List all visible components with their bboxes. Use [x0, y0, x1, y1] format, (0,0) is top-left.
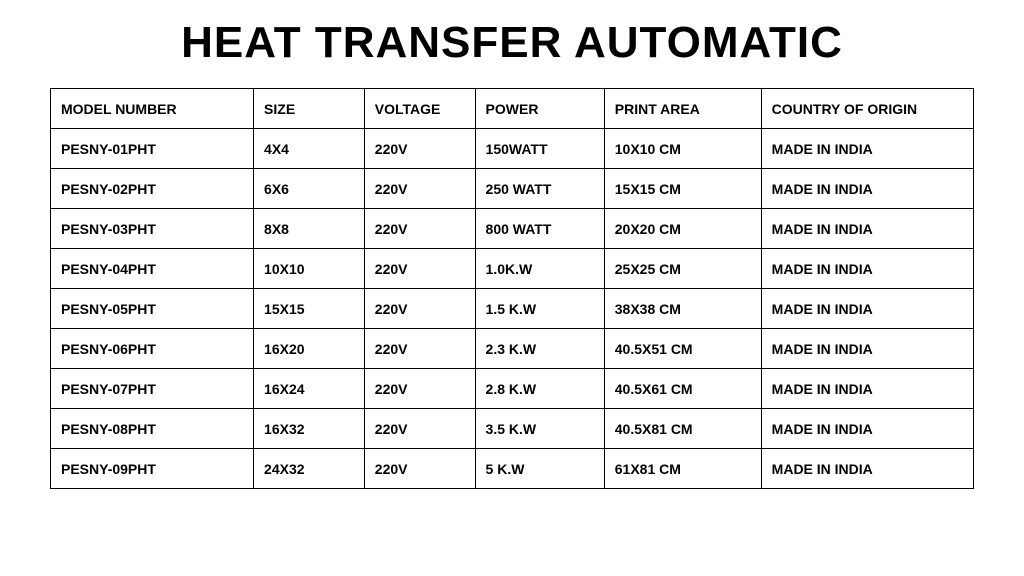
table-cell: 6X6 — [254, 169, 365, 209]
table-cell: 16X24 — [254, 369, 365, 409]
column-header: VOLTAGE — [364, 89, 475, 129]
table-cell: 24X32 — [254, 449, 365, 489]
table-cell: 1.0K.W — [475, 249, 604, 289]
table-cell: MADE IN INDIA — [761, 209, 973, 249]
table-cell: 15X15 — [254, 289, 365, 329]
spec-table: MODEL NUMBERSIZEVOLTAGEPOWERPRINT AREACO… — [50, 88, 974, 489]
table-cell: MADE IN INDIA — [761, 289, 973, 329]
table-cell: 40.5X61 CM — [604, 369, 761, 409]
page-title: HEAT TRANSFER AUTOMATIC — [50, 18, 974, 68]
table-cell: PESNY-01PHT — [51, 129, 254, 169]
table-row: PESNY-09PHT24X32220V5 K.W61X81 CMMADE IN… — [51, 449, 974, 489]
table-row: PESNY-06PHT16X20220V2.3 K.W40.5X51 CMMAD… — [51, 329, 974, 369]
table-cell: 250 WATT — [475, 169, 604, 209]
spec-table-body: PESNY-01PHT4X4220V150WATT10X10 CMMADE IN… — [51, 129, 974, 489]
table-cell: 2.3 K.W — [475, 329, 604, 369]
table-cell: 800 WATT — [475, 209, 604, 249]
column-header: COUNTRY OF ORIGIN — [761, 89, 973, 129]
table-cell: 220V — [364, 169, 475, 209]
table-cell: PESNY-08PHT — [51, 409, 254, 449]
table-cell: 4X4 — [254, 129, 365, 169]
column-header: MODEL NUMBER — [51, 89, 254, 129]
table-cell: MADE IN INDIA — [761, 129, 973, 169]
table-cell: MADE IN INDIA — [761, 369, 973, 409]
table-cell: 5 K.W — [475, 449, 604, 489]
table-cell: 150WATT — [475, 129, 604, 169]
table-cell: PESNY-02PHT — [51, 169, 254, 209]
table-cell: PESNY-07PHT — [51, 369, 254, 409]
table-cell: 38X38 CM — [604, 289, 761, 329]
table-row: PESNY-04PHT10X10220V1.0K.W25X25 CMMADE I… — [51, 249, 974, 289]
table-cell: 10X10 CM — [604, 129, 761, 169]
table-cell: 40.5X51 CM — [604, 329, 761, 369]
page: HEAT TRANSFER AUTOMATIC MODEL NUMBERSIZE… — [0, 0, 1024, 576]
table-row: PESNY-08PHT16X32220V3.5 K.W40.5X81 CMMAD… — [51, 409, 974, 449]
table-cell: 220V — [364, 129, 475, 169]
table-row: PESNY-02PHT6X6220V250 WATT15X15 CMMADE I… — [51, 169, 974, 209]
table-cell: MADE IN INDIA — [761, 449, 973, 489]
table-cell: 3.5 K.W — [475, 409, 604, 449]
table-cell: 220V — [364, 369, 475, 409]
table-cell: 25X25 CM — [604, 249, 761, 289]
table-cell: 10X10 — [254, 249, 365, 289]
table-cell: 220V — [364, 449, 475, 489]
column-header: PRINT AREA — [604, 89, 761, 129]
table-cell: 1.5 K.W — [475, 289, 604, 329]
table-row: PESNY-03PHT8X8220V800 WATT20X20 CMMADE I… — [51, 209, 974, 249]
table-cell: 20X20 CM — [604, 209, 761, 249]
table-cell: PESNY-09PHT — [51, 449, 254, 489]
table-cell: 16X32 — [254, 409, 365, 449]
table-cell: 220V — [364, 249, 475, 289]
spec-table-header-row: MODEL NUMBERSIZEVOLTAGEPOWERPRINT AREACO… — [51, 89, 974, 129]
column-header: POWER — [475, 89, 604, 129]
table-cell: 220V — [364, 209, 475, 249]
table-cell: 8X8 — [254, 209, 365, 249]
table-cell: 220V — [364, 289, 475, 329]
table-cell: PESNY-05PHT — [51, 289, 254, 329]
table-cell: MADE IN INDIA — [761, 329, 973, 369]
table-row: PESNY-05PHT15X15220V1.5 K.W38X38 CMMADE … — [51, 289, 974, 329]
table-cell: PESNY-06PHT — [51, 329, 254, 369]
table-cell: MADE IN INDIA — [761, 249, 973, 289]
table-cell: 15X15 CM — [604, 169, 761, 209]
table-cell: PESNY-03PHT — [51, 209, 254, 249]
table-cell: 220V — [364, 409, 475, 449]
table-cell: 16X20 — [254, 329, 365, 369]
table-cell: MADE IN INDIA — [761, 409, 973, 449]
table-cell: PESNY-04PHT — [51, 249, 254, 289]
column-header: SIZE — [254, 89, 365, 129]
table-row: PESNY-07PHT16X24220V2.8 K.W40.5X61 CMMAD… — [51, 369, 974, 409]
table-row: PESNY-01PHT4X4220V150WATT10X10 CMMADE IN… — [51, 129, 974, 169]
table-cell: 2.8 K.W — [475, 369, 604, 409]
table-cell: MADE IN INDIA — [761, 169, 973, 209]
table-cell: 61X81 CM — [604, 449, 761, 489]
table-cell: 40.5X81 CM — [604, 409, 761, 449]
spec-table-head: MODEL NUMBERSIZEVOLTAGEPOWERPRINT AREACO… — [51, 89, 974, 129]
table-cell: 220V — [364, 329, 475, 369]
